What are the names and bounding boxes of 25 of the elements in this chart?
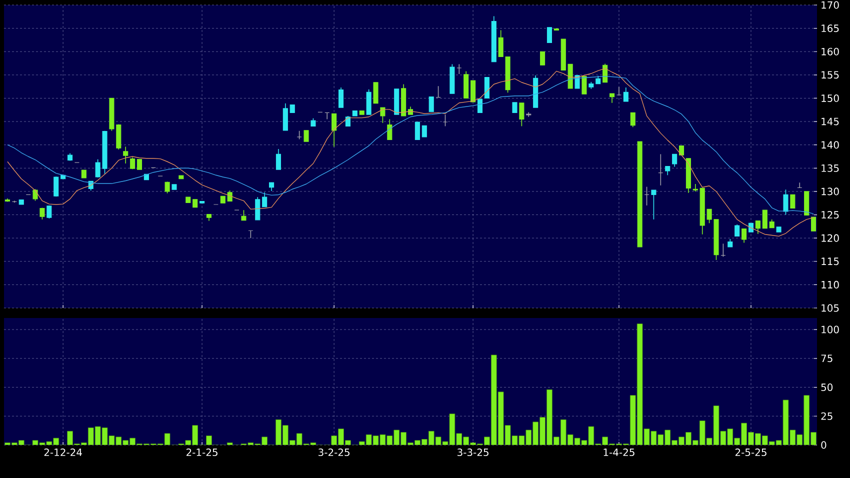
x-tick-label: 1-4-25 [604, 448, 634, 456]
y-tick-label: 125 [822, 210, 839, 219]
y-tick-label: 25 [821, 412, 832, 420]
y-tick-label: 105 [822, 304, 839, 312]
y-tick-label: 150 [822, 94, 839, 102]
x-tick-label: 2-5-25 [735, 448, 766, 456]
y-tick-label: 120 [822, 234, 839, 242]
y-tick-label: 0 [821, 441, 826, 449]
y-tick-label: 135 [822, 164, 839, 172]
y-tick-label: 170 [822, 1, 839, 9]
x-tick-label: 3-2-25 [318, 448, 350, 456]
x-tick-label: 3-3-25 [458, 448, 488, 456]
y-tick-label: 100 [822, 326, 839, 334]
y-tick-label: 130 [822, 188, 839, 196]
x-tick-label: 2-12-24 [44, 448, 82, 456]
y-tick-label: 50 [821, 383, 833, 392]
y-tick-label: 155 [822, 71, 839, 79]
y-tick-label: 140 [822, 141, 839, 149]
y-tick-label: 160 [822, 48, 839, 56]
y-tick-label: 110 [822, 280, 839, 288]
y-tick-label: 165 [822, 24, 839, 32]
y-tick-label: 145 [822, 118, 839, 126]
x-tick-label: 2-1-25 [186, 448, 218, 456]
y-tick-label: 75 [821, 354, 832, 362]
y-tick-label: 115 [822, 258, 839, 266]
